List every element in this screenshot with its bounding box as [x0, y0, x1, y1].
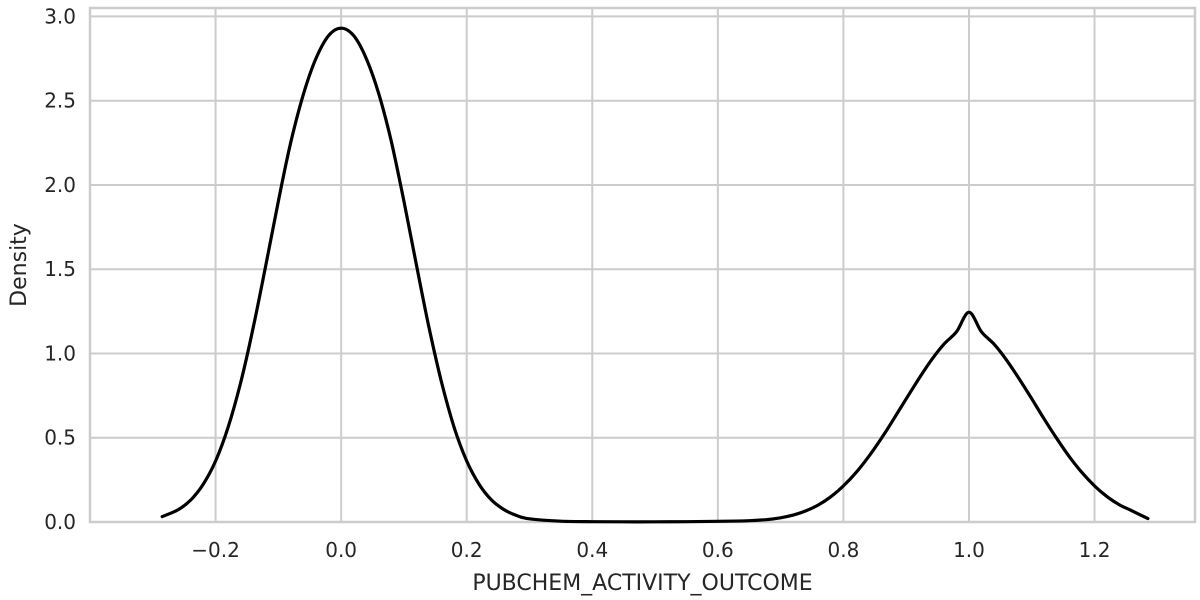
y-tick-labels: 0.0 0.5 1.0 1.5 2.0 2.5 3.0 — [44, 4, 76, 534]
y-tick-label: 3.0 — [44, 4, 76, 28]
x-tick-label: −0.2 — [191, 538, 240, 562]
y-tick-label: 0.5 — [44, 426, 76, 450]
x-gridlines — [214, 8, 1096, 522]
kde-density-line — [160, 26, 1150, 524]
y-tick-label: 1.0 — [44, 341, 76, 365]
x-tick-label: 1.0 — [953, 538, 985, 562]
y-tick-label: 0.0 — [44, 510, 76, 534]
y-gridlines — [90, 15, 1195, 523]
x-axis-label: PUBCHEM_ACTIVITY_OUTCOME — [472, 571, 812, 596]
y-axis-label: Density — [7, 223, 32, 307]
x-tick-label: 0.0 — [325, 538, 357, 562]
x-tick-labels: −0.2 0.0 0.2 0.4 0.6 0.8 1.0 1.2 — [191, 538, 1110, 562]
series-layer — [160, 26, 1150, 524]
y-tick-label: 2.0 — [44, 173, 76, 197]
x-tick-label: 0.4 — [576, 538, 608, 562]
x-tick-label: 1.2 — [1079, 538, 1111, 562]
y-tick-label: 1.5 — [44, 257, 76, 281]
y-tick-label: 2.5 — [44, 89, 76, 113]
x-tick-label: 0.6 — [702, 538, 734, 562]
plot-frame — [88, 6, 1197, 524]
x-tick-label: 0.2 — [451, 538, 483, 562]
x-tick-label: 0.8 — [828, 538, 860, 562]
